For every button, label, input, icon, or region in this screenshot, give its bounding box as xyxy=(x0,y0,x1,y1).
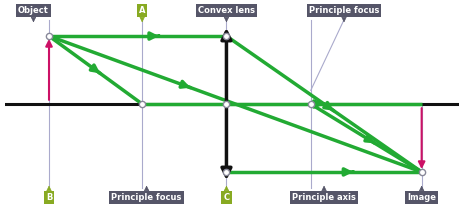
Text: Principle focus: Principle focus xyxy=(308,6,378,15)
Text: C: C xyxy=(223,193,229,202)
Text: B: B xyxy=(46,193,52,202)
Text: Image: Image xyxy=(406,193,435,202)
Text: Principle axis: Principle axis xyxy=(292,193,355,202)
Text: Convex lens: Convex lens xyxy=(198,6,254,15)
Text: Principle focus: Principle focus xyxy=(111,193,181,202)
Text: A: A xyxy=(138,6,145,15)
Text: Object: Object xyxy=(18,6,49,15)
